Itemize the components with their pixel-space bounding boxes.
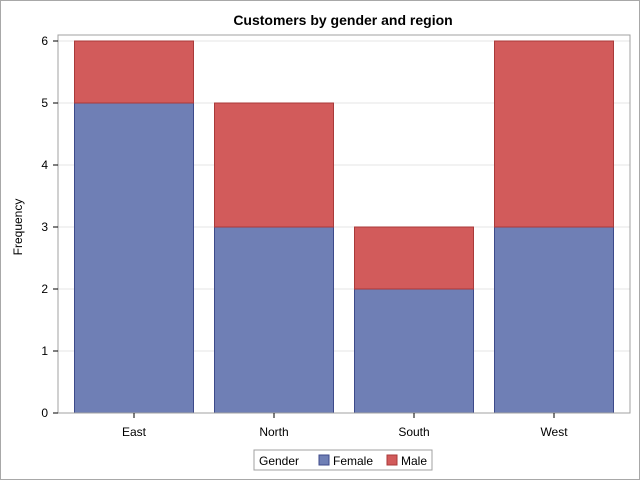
bar-east-female	[74, 102, 194, 414]
y-tick-label: 0	[41, 406, 48, 420]
bar-north-female	[214, 226, 334, 414]
bar-west-male	[494, 40, 614, 228]
y-tick-label: 6	[41, 34, 48, 48]
legend-label-male: Male	[401, 454, 427, 468]
x-tick-label: East	[122, 425, 147, 439]
x-tick-label: South	[398, 425, 429, 439]
chart-title: Customers by gender and region	[233, 12, 452, 28]
plot-border	[57, 34, 631, 414]
y-tick-label: 5	[41, 96, 48, 110]
y-tick-label: 1	[41, 344, 48, 358]
bar-north-male	[214, 102, 334, 228]
legend-title: Gender	[259, 454, 299, 468]
bar-west-female	[494, 226, 614, 414]
bar-south-male	[354, 226, 474, 290]
legend-swatch-male	[386, 454, 398, 466]
bar-east-male	[74, 40, 194, 104]
y-tick-label: 3	[41, 220, 48, 234]
bars	[74, 40, 614, 414]
legend-label-female: Female	[333, 454, 373, 468]
legend-swatch-female	[318, 454, 330, 466]
x-tick-label: North	[259, 425, 288, 439]
x-axis-ticks: East North South West	[122, 413, 568, 439]
legend: Gender Female Male	[253, 449, 433, 471]
y-tick-label: 4	[41, 158, 48, 172]
x-tick-label: West	[540, 425, 568, 439]
y-axis-label: Frequency	[11, 199, 25, 256]
bar-south-female	[354, 288, 474, 414]
y-tick-label: 2	[41, 282, 48, 296]
y-axis-ticks: 0 1 2 3 4 5 6	[41, 34, 58, 420]
